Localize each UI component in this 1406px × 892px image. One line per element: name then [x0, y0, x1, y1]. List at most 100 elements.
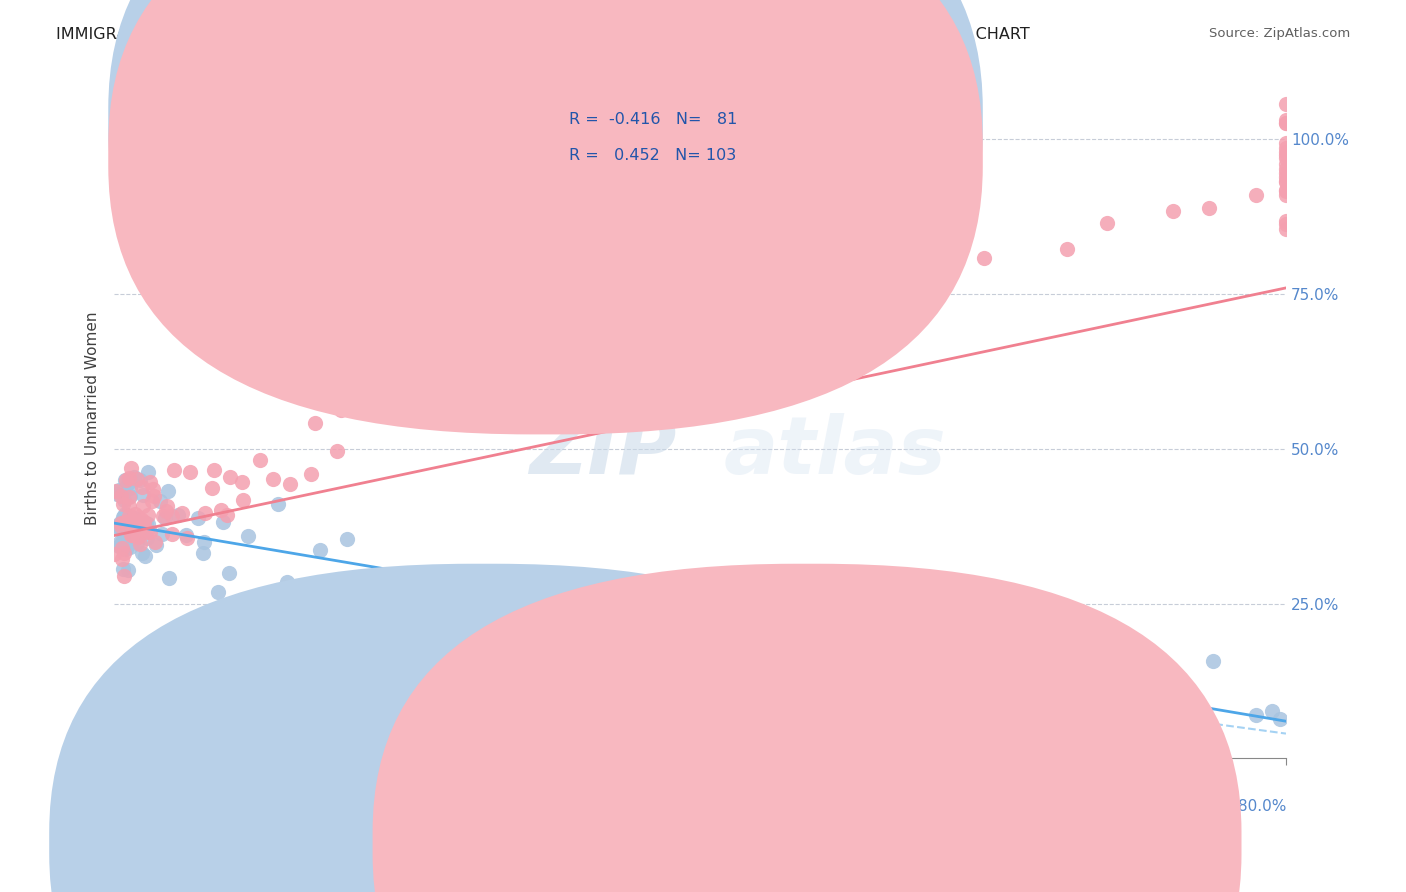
Point: [236, 529, 259, 543]
Point: [142, 482, 165, 496]
Point: [1244, 708, 1267, 723]
Point: [1275, 145, 1298, 159]
Point: [253, 590, 276, 604]
Point: [129, 537, 152, 551]
Point: [212, 516, 235, 530]
Point: [304, 416, 326, 430]
Point: [278, 476, 301, 491]
Point: [688, 655, 710, 669]
Point: [1047, 655, 1070, 669]
Point: [127, 530, 149, 544]
Text: atlas: atlas: [724, 413, 946, 491]
Point: [120, 461, 142, 475]
Point: [1097, 216, 1119, 230]
Point: [1275, 222, 1298, 236]
Point: [111, 562, 134, 576]
Point: [114, 473, 136, 487]
Point: [583, 339, 606, 353]
Point: [111, 552, 134, 566]
Point: [110, 516, 132, 531]
Point: [160, 527, 183, 541]
Point: [138, 516, 160, 531]
Point: [131, 513, 153, 527]
Point: [157, 484, 180, 499]
Point: [136, 531, 159, 545]
Point: [1275, 148, 1298, 162]
Point: [215, 508, 238, 522]
Point: [202, 463, 225, 477]
Point: [232, 493, 254, 508]
Text: ZIP: ZIP: [529, 413, 676, 491]
Point: [763, 624, 786, 639]
Point: [135, 516, 157, 531]
Point: [543, 631, 565, 645]
Point: [131, 480, 153, 494]
Point: [179, 466, 201, 480]
Point: [110, 516, 132, 530]
Point: [112, 509, 135, 524]
Point: [150, 527, 173, 541]
Point: [366, 599, 388, 613]
Point: [117, 475, 139, 490]
Text: Immigrants from Mexico: Immigrants from Mexico: [825, 836, 1022, 850]
Point: [401, 372, 423, 386]
Point: [1275, 183, 1298, 197]
Point: [326, 444, 349, 458]
Point: [1275, 136, 1298, 151]
Point: [132, 518, 155, 533]
Text: IMMIGRANTS FROM EASTERN ASIA VS IMMIGRANTS FROM MEXICO BIRTHS TO UNMARRIED WOMEN: IMMIGRANTS FROM EASTERN ASIA VS IMMIGRAN…: [56, 27, 1031, 42]
Point: [110, 535, 132, 549]
Point: [120, 528, 142, 542]
Point: [201, 481, 224, 495]
Point: [114, 512, 136, 526]
Point: [138, 465, 160, 479]
Y-axis label: Births to Unmarried Women: Births to Unmarried Women: [86, 311, 100, 524]
Point: [1275, 188, 1298, 202]
Point: [108, 535, 131, 549]
Point: [172, 506, 194, 520]
Point: [120, 490, 142, 504]
Point: [1198, 201, 1220, 215]
Point: [689, 319, 711, 334]
Point: [510, 366, 533, 380]
Point: [589, 657, 612, 671]
Point: [973, 251, 995, 265]
Point: [163, 463, 186, 477]
Point: [364, 383, 387, 397]
Point: [152, 508, 174, 523]
Point: [330, 402, 353, 417]
Point: [117, 563, 139, 577]
Point: [125, 524, 148, 538]
Point: [153, 511, 176, 525]
Point: [1275, 116, 1298, 130]
Point: [193, 534, 215, 549]
Point: [1275, 113, 1298, 128]
Point: [187, 510, 209, 524]
Point: [118, 490, 141, 504]
Point: [110, 519, 132, 533]
Text: 80.0%: 80.0%: [1237, 799, 1286, 814]
Point: [132, 488, 155, 502]
Point: [112, 546, 135, 560]
Point: [112, 497, 135, 511]
Point: [112, 510, 135, 524]
Point: [105, 519, 128, 533]
Point: [127, 520, 149, 534]
Point: [118, 471, 141, 485]
Point: [471, 624, 494, 639]
Point: [845, 272, 868, 286]
Point: [139, 475, 162, 489]
Point: [231, 475, 253, 489]
Point: [219, 470, 242, 484]
Point: [157, 571, 180, 585]
Point: [108, 522, 131, 536]
Point: [124, 507, 146, 521]
Point: [1202, 654, 1225, 668]
Point: [115, 541, 138, 556]
Point: [191, 546, 214, 560]
Point: [120, 481, 142, 495]
Point: [326, 593, 349, 607]
Point: [138, 508, 160, 523]
Point: [1275, 97, 1298, 112]
Point: [141, 493, 163, 508]
